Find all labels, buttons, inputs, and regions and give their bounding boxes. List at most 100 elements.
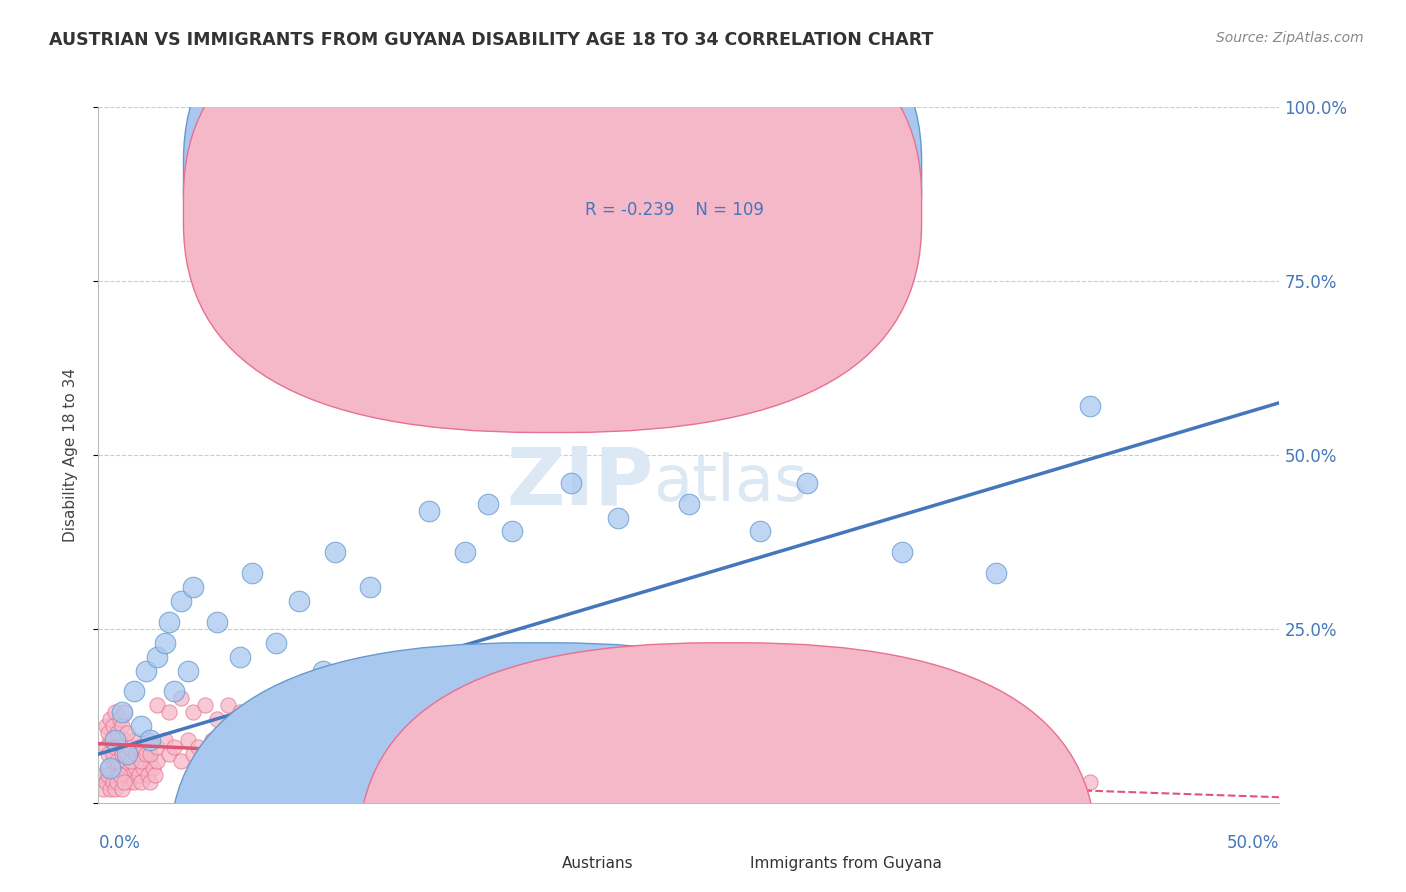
Point	[129, 719, 152, 733]
Point	[105, 775, 128, 789]
Point	[229, 754, 252, 768]
Point	[112, 768, 135, 782]
Point	[112, 775, 135, 789]
Point	[129, 775, 152, 789]
Text: Austrians: Austrians	[561, 855, 633, 871]
Point	[205, 747, 228, 761]
Point	[796, 768, 818, 782]
Point	[108, 712, 131, 726]
Point	[253, 747, 276, 761]
Point	[125, 761, 148, 775]
Point	[264, 636, 287, 650]
Point	[157, 747, 180, 761]
Point	[122, 733, 145, 747]
Text: ZIP: ZIP	[506, 443, 654, 522]
Point	[98, 733, 121, 747]
Point	[98, 712, 121, 726]
Point	[111, 747, 134, 761]
Point	[217, 740, 239, 755]
Point	[122, 747, 145, 761]
Point	[441, 740, 464, 755]
Point	[115, 754, 138, 768]
Point	[177, 733, 200, 747]
Point	[181, 580, 204, 594]
Point	[157, 615, 180, 629]
Point	[163, 740, 186, 755]
Point	[501, 524, 523, 539]
FancyBboxPatch shape	[183, 0, 921, 397]
Point	[104, 775, 127, 789]
Point	[111, 719, 134, 733]
Point	[108, 754, 131, 768]
Point	[240, 733, 263, 747]
FancyBboxPatch shape	[512, 145, 866, 239]
Point	[288, 594, 311, 608]
Point	[157, 706, 180, 720]
Point	[128, 740, 150, 755]
Point	[1080, 775, 1102, 789]
Point	[129, 754, 152, 768]
Point	[98, 761, 121, 775]
Point	[146, 698, 169, 713]
Point	[104, 781, 127, 796]
Point	[465, 754, 488, 768]
Point	[94, 740, 117, 755]
Point	[323, 545, 346, 559]
Point	[128, 768, 150, 782]
Point	[101, 754, 124, 768]
Point	[136, 733, 159, 747]
Point	[136, 768, 159, 782]
Point	[94, 775, 117, 789]
Point	[299, 747, 322, 761]
Text: R = -0.239    N = 109: R = -0.239 N = 109	[585, 201, 763, 219]
Point	[477, 497, 499, 511]
Point	[105, 761, 128, 775]
Point	[146, 740, 169, 755]
Point	[394, 726, 416, 740]
Point	[418, 503, 440, 517]
Point	[1080, 399, 1102, 413]
Point	[181, 706, 204, 720]
Point	[118, 775, 141, 789]
Text: 50.0%: 50.0%	[1227, 834, 1279, 852]
Point	[97, 768, 120, 782]
Text: AUSTRIAN VS IMMIGRANTS FROM GUYANA DISABILITY AGE 18 TO 34 CORRELATION CHART: AUSTRIAN VS IMMIGRANTS FROM GUYANA DISAB…	[49, 31, 934, 49]
Point	[91, 768, 114, 782]
Point	[678, 497, 700, 511]
Point	[153, 636, 176, 650]
Point	[142, 761, 165, 775]
Point	[177, 664, 200, 678]
Point	[453, 545, 475, 559]
FancyBboxPatch shape	[169, 643, 907, 892]
Point	[820, 775, 842, 789]
Point	[118, 761, 141, 775]
Point	[143, 768, 166, 782]
Text: 0.0%: 0.0%	[98, 834, 141, 852]
Text: Immigrants from Guyana: Immigrants from Guyana	[751, 855, 942, 871]
Point	[101, 719, 124, 733]
Point	[205, 712, 228, 726]
Point	[146, 649, 169, 664]
Y-axis label: Disability Age 18 to 34: Disability Age 18 to 34	[63, 368, 77, 542]
Point	[105, 768, 128, 782]
Point	[194, 698, 217, 713]
Point	[312, 740, 335, 755]
Point	[105, 754, 128, 768]
Point	[98, 781, 121, 796]
Point	[135, 747, 157, 761]
Text: atlas: atlas	[654, 451, 808, 514]
Point	[111, 781, 134, 796]
Point	[217, 698, 239, 713]
Point	[122, 775, 145, 789]
Point	[560, 475, 582, 490]
Point	[105, 726, 128, 740]
Point	[94, 775, 117, 789]
Point	[135, 664, 157, 678]
Point	[108, 740, 131, 755]
Point	[418, 747, 440, 761]
Point	[139, 754, 162, 768]
Point	[94, 719, 117, 733]
Point	[323, 754, 346, 768]
Point	[125, 747, 148, 761]
Point	[347, 740, 370, 755]
